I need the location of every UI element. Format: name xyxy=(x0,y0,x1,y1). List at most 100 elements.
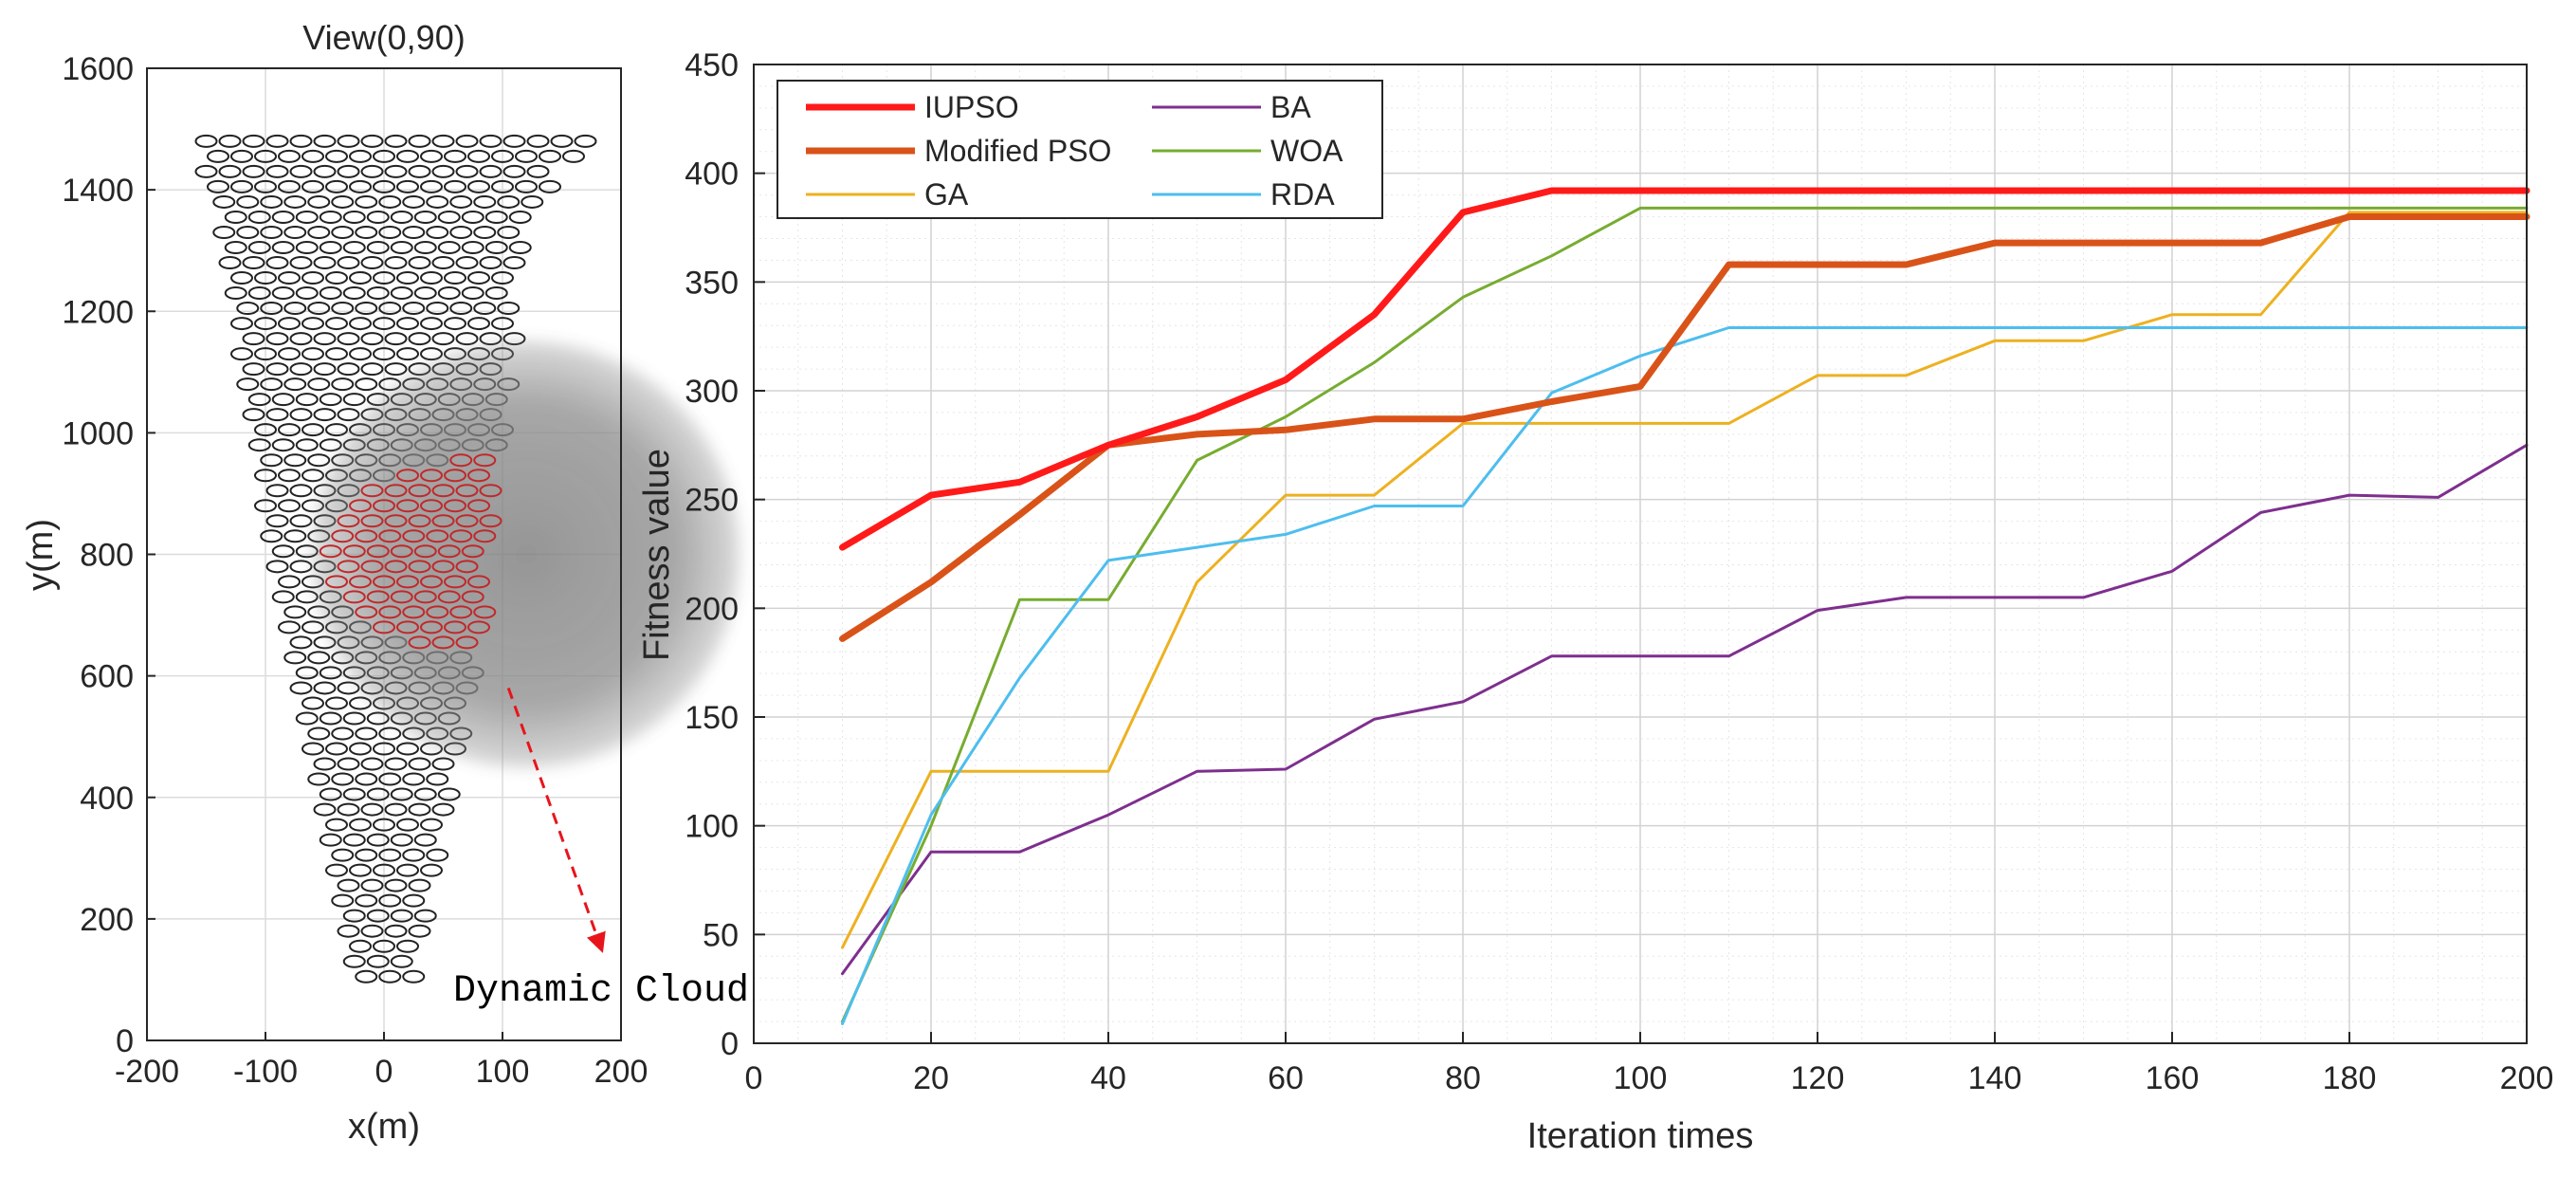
uav-marker xyxy=(301,317,324,331)
uav-marker xyxy=(384,802,408,817)
right-x-axis-label: Iteration times xyxy=(1527,1116,1754,1156)
uav-marker xyxy=(396,317,419,331)
uav-marker xyxy=(260,377,283,392)
uav-marker xyxy=(384,757,408,771)
uav-marker xyxy=(378,194,402,209)
covered-uav-marker xyxy=(325,575,348,589)
uav-marker xyxy=(260,194,283,209)
uav-marker xyxy=(289,681,313,695)
covered-uav-marker xyxy=(384,484,408,498)
uav-marker xyxy=(390,240,413,254)
uav-marker xyxy=(236,225,260,239)
covered-uav-marker xyxy=(355,529,378,543)
uav-marker xyxy=(444,149,466,163)
uav-marker xyxy=(384,256,408,269)
uav-marker xyxy=(271,590,295,604)
uav-marker xyxy=(283,529,307,543)
covered-uav-marker xyxy=(437,590,461,604)
left-plot: -200 -100 0 100 2000200400600800100012001400… xyxy=(21,18,749,1147)
uav-marker xyxy=(230,317,253,331)
uav-marker xyxy=(413,210,437,224)
uav-marker xyxy=(360,134,384,148)
left-x-tick-label: -200 xyxy=(115,1054,179,1090)
uav-marker xyxy=(265,484,289,498)
uav-marker xyxy=(301,149,324,163)
uav-marker xyxy=(242,362,265,377)
uav-marker xyxy=(271,393,295,407)
right-y-tick-label: 250 xyxy=(685,483,739,519)
uav-marker xyxy=(431,256,455,269)
uav-marker xyxy=(479,134,502,148)
covered-uav-marker xyxy=(437,544,461,559)
uav-marker xyxy=(378,848,402,862)
uav-marker xyxy=(426,225,449,239)
uav-marker xyxy=(461,240,484,254)
uav-marker xyxy=(295,393,319,407)
uav-marker xyxy=(373,179,395,193)
uav-marker xyxy=(337,681,360,695)
uav-marker xyxy=(247,393,271,407)
uav-marker xyxy=(307,377,331,392)
covered-uav-marker xyxy=(355,605,378,619)
uav-marker xyxy=(360,362,384,377)
uav-marker xyxy=(247,286,271,301)
uav-marker xyxy=(265,560,289,574)
uav-marker xyxy=(408,802,431,817)
uav-marker xyxy=(278,575,301,589)
uav-marker xyxy=(325,818,348,832)
uav-marker xyxy=(254,499,277,513)
uav-marker xyxy=(325,347,348,361)
covered-uav-marker xyxy=(366,544,390,559)
uav-marker xyxy=(224,240,247,254)
uav-marker xyxy=(242,408,265,422)
uav-marker xyxy=(444,317,466,331)
covered-uav-marker xyxy=(402,529,426,543)
uav-marker xyxy=(378,225,402,239)
uav-marker xyxy=(408,332,431,346)
covered-uav-marker xyxy=(449,605,473,619)
uav-marker xyxy=(402,772,426,786)
uav-marker xyxy=(413,286,437,301)
uav-marker xyxy=(366,954,390,968)
uav-marker xyxy=(325,179,348,193)
uav-marker xyxy=(526,134,550,148)
uav-marker xyxy=(408,164,431,178)
uav-marker xyxy=(331,848,355,862)
uav-marker xyxy=(331,302,355,316)
uav-marker xyxy=(349,939,372,953)
uav-marker xyxy=(455,332,479,346)
uav-marker xyxy=(355,377,378,392)
uav-marker xyxy=(360,757,384,771)
uav-marker xyxy=(278,179,301,193)
uav-marker xyxy=(247,438,271,452)
uav-marker xyxy=(408,757,431,771)
uav-marker xyxy=(295,666,319,680)
covered-uav-marker xyxy=(461,590,484,604)
uav-marker xyxy=(325,149,348,163)
covered-uav-marker xyxy=(378,605,402,619)
uav-marker xyxy=(355,848,378,862)
uav-marker xyxy=(283,453,307,468)
covered-uav-marker xyxy=(331,529,355,543)
uav-marker xyxy=(355,772,378,786)
uav-marker xyxy=(402,194,426,209)
uav-marker xyxy=(301,469,324,483)
uav-marker xyxy=(254,149,277,163)
uav-marker xyxy=(413,833,437,847)
uav-marker xyxy=(373,939,395,953)
uav-marker xyxy=(265,408,289,422)
uav-marker xyxy=(337,256,360,269)
uav-marker xyxy=(295,240,319,254)
uav-marker xyxy=(236,194,260,209)
covered-uav-marker xyxy=(479,514,502,528)
uav-marker xyxy=(449,194,473,209)
uav-marker xyxy=(194,134,218,148)
uav-marker xyxy=(349,742,372,756)
uav-marker xyxy=(289,514,313,528)
uav-marker xyxy=(313,757,337,771)
uav-marker xyxy=(479,256,502,269)
uav-marker xyxy=(396,863,419,877)
uav-marker xyxy=(331,726,355,741)
right-y-tick-label: 450 xyxy=(685,47,739,83)
